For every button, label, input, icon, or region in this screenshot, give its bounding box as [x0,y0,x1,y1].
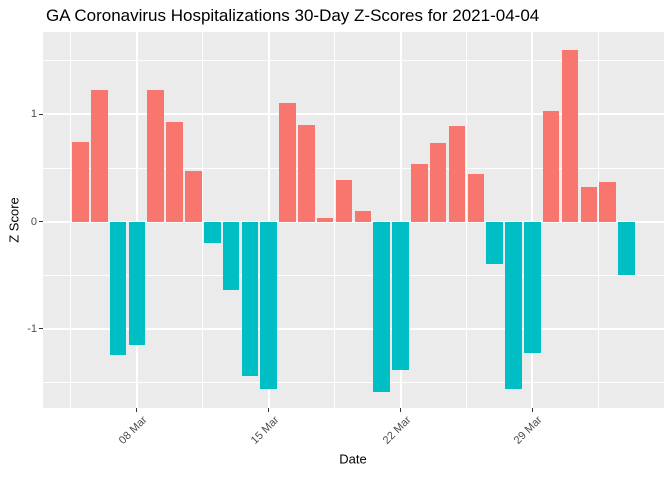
y-tick-label: -1 [27,322,37,335]
zscore-bar [147,89,164,222]
plot-panel [43,32,664,408]
gridline-minor-v [70,32,72,408]
zscore-bar [90,89,108,222]
x-tick-label: 08 Mar [116,414,150,447]
zscore-bar [185,171,202,222]
x-tick-mark [136,408,138,412]
gridline-major-v [399,32,402,408]
chart-title: GA Coronavirus Hospitalizations 30-Day Z… [46,6,540,25]
gridline-major-h [43,113,664,116]
zscore-bar [222,221,240,291]
x-tick-label: 29 Mar [512,414,545,447]
zscore-bar [524,221,541,354]
gridline-minor-v [465,32,467,408]
zscore-bar [392,221,409,371]
zscore-bar [241,221,259,376]
zscore-bar [279,102,296,222]
zscore-bar [618,221,635,276]
zscore-bar [203,221,221,244]
zscore-bar [260,221,277,389]
zscore-bar [542,111,560,222]
zscore-bar [354,210,372,222]
x-tick-label: 15 Mar [248,414,282,447]
zscore-bar [72,142,89,222]
x-tick-mark [268,408,270,412]
zscore-bar [580,187,598,222]
y-tick-mark [39,113,43,115]
zscore-bar [316,218,334,222]
zscore-bar [505,221,522,389]
gridline-major-h [43,220,664,223]
zscore-bar [448,126,466,222]
zscore-bar [166,121,183,222]
gridline-minor-h [43,274,664,276]
gridline-minor-v [597,32,599,408]
gridline-major-h [43,327,664,330]
zscore-bar [599,181,616,222]
x-axis-title: Date [339,451,367,467]
y-tick-label: 1 [30,108,37,121]
zscore-bar [429,143,447,222]
gridline-major-v [267,32,270,408]
gridline-major-v [531,32,534,408]
zscore-bar [298,125,315,222]
zscore-bar [486,221,503,265]
zscore-bar [335,179,353,222]
gridline-minor-h [43,381,664,383]
zscore-bar [467,174,485,222]
gridline-major-v [135,32,138,408]
zscore-bar [109,221,127,356]
gridline-minor-v [334,32,336,408]
y-tick-label: 0 [30,215,37,228]
zscore-bar [373,221,390,392]
zscore-bar [561,50,579,222]
y-tick-mark [39,328,43,330]
x-tick-mark [400,408,401,412]
gridline-minor-h [43,60,664,62]
gridline-minor-v [202,32,204,408]
gridline-minor-h [43,167,664,169]
y-tick-mark [39,221,43,223]
zscore-bar [128,221,146,345]
zscore-bar [411,163,428,222]
x-tick-mark [531,408,533,412]
